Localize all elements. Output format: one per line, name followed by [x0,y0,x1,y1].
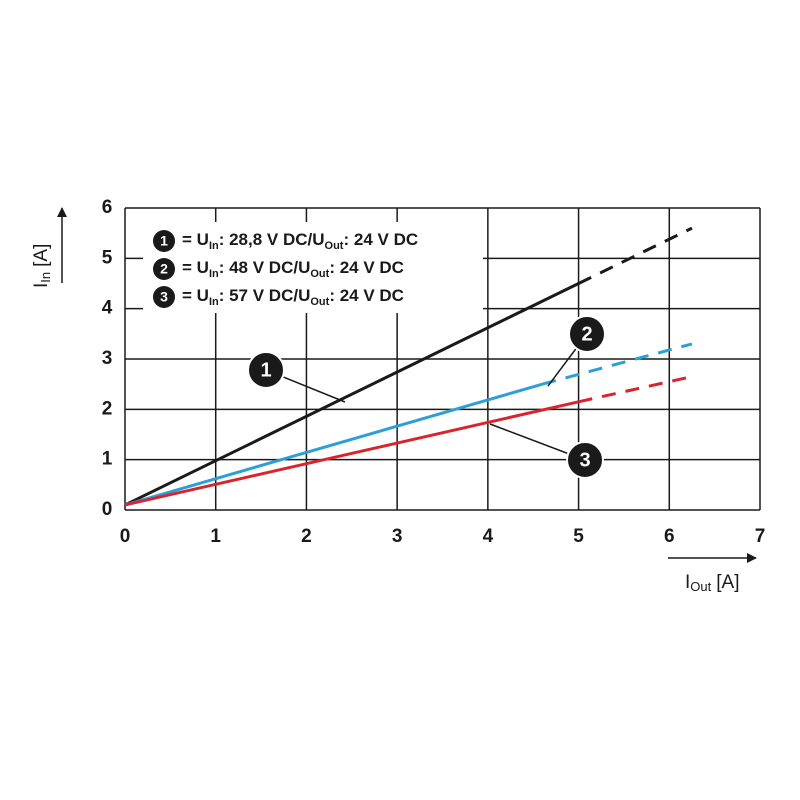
series-line [578,375,693,404]
label-part: I [31,283,52,288]
legend-part: = U [182,286,209,305]
series-line [541,342,693,386]
label-part: I [685,572,690,593]
legend-box [143,222,483,313]
x-tick-label: 7 [755,526,766,547]
label-part: [A] [716,572,739,593]
legend-part: : 24 V DC [329,258,404,277]
legend-label: = UIn: 48 V DC/UOut: 24 V DC [182,258,404,279]
legend-part: : 57 V DC/U [219,286,311,305]
legend-marker [153,258,175,280]
y-tick-label: 3 [102,348,113,369]
y-tick-label: 0 [102,499,113,520]
legend-number: 1 [160,233,168,249]
legend-part: : 24 V DC [329,286,404,305]
legend-sub: In [209,296,219,308]
legend-label: = UIn: 57 V DC/UOut: 24 V DC [182,286,404,307]
legend-marker [153,230,175,252]
y-axis-label: IIn [A] [31,244,53,288]
callout-circle [568,315,606,353]
legend-number: 3 [160,289,168,305]
legend-part: = U [182,258,209,277]
legend-part: : 48 V DC/U [219,258,311,277]
x-tick-label: 5 [573,526,584,547]
legend-marker [153,286,175,308]
y-tick-label: 6 [102,197,113,218]
legend-part: : 24 V DC [343,230,418,249]
legend-label: = UIn: 28,8 V DC/UOut: 24 V DC [182,230,418,251]
legend-part: = U [182,230,209,249]
callout-circle [247,351,285,389]
legend-sub: Out [325,240,344,252]
x-axis-label: IOut [A] [685,572,739,594]
x-tick-label: 0 [120,526,131,547]
y-tick-label: 4 [102,298,113,319]
callout-number: 1 [260,359,271,381]
legend-number: 2 [160,261,168,277]
series-line [124,282,580,507]
legend-sub: Out [310,296,329,308]
callout-circle [566,441,604,479]
x-tick-label: 4 [483,526,494,547]
label-part: [A] [31,244,52,267]
series-line [124,400,579,507]
y-tick-label: 5 [102,247,113,268]
label-sub: In [38,272,53,283]
label-sub: Out [690,579,711,594]
legend-sub: Out [310,268,329,280]
legend-part: : 28,8 V DC/U [219,230,325,249]
x-tick-label: 3 [392,526,403,547]
y-tick-label: 2 [102,398,113,419]
x-tick-label: 1 [210,526,221,547]
series-line [124,382,543,507]
x-tick-label: 6 [664,526,675,547]
legend-sub: In [209,268,219,280]
callout-number: 2 [581,323,592,345]
legend-sub: In [209,240,219,252]
series-line [577,226,693,285]
x-tick-label: 2 [301,526,312,547]
y-tick-label: 1 [102,449,113,470]
callout-number: 3 [579,449,590,471]
